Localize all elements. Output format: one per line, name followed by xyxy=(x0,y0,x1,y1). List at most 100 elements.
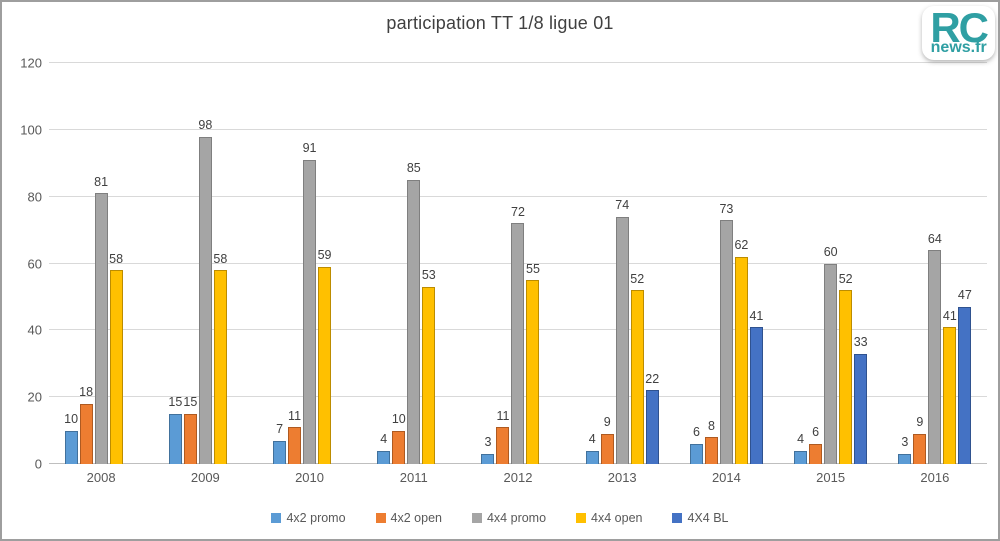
bar-value-label: 18 xyxy=(79,385,94,400)
rcnews-logo-news-text: news.fr xyxy=(930,38,987,56)
x-axis-label: 2010 xyxy=(295,470,324,485)
bar xyxy=(526,280,540,464)
bar xyxy=(79,403,93,464)
bar xyxy=(749,327,763,464)
y-tick-label: 100 xyxy=(20,122,42,138)
legend-swatch-icon xyxy=(375,513,386,523)
bar xyxy=(600,433,614,464)
bar xyxy=(824,263,838,464)
bar-value-label: 33 xyxy=(853,335,868,350)
bar-value-label: 11 xyxy=(288,408,302,423)
bar xyxy=(64,430,78,464)
bar xyxy=(288,427,302,464)
bar xyxy=(734,256,748,464)
bar-slot: 6 xyxy=(689,63,703,464)
bar-slot: 81 xyxy=(94,63,109,464)
bar xyxy=(704,437,718,464)
bar xyxy=(854,353,868,464)
bar-slot: 15 xyxy=(183,63,197,464)
gridline xyxy=(49,62,987,63)
bar-value-label: 7 xyxy=(276,422,284,437)
y-axis: 0 20 40 60 80 100 120 xyxy=(2,56,42,472)
bar xyxy=(943,327,957,464)
bar-value-label: 60 xyxy=(823,245,838,259)
bar-slot: 11 xyxy=(496,63,510,464)
bar-slot: 53 xyxy=(422,63,436,464)
bar-slot: 11 xyxy=(288,63,302,464)
gridline xyxy=(49,195,987,197)
legend-item: 4x2 promo xyxy=(271,511,346,525)
bar-slot: 91 xyxy=(302,63,317,464)
bar-value-label: 4 xyxy=(797,432,805,447)
bar xyxy=(913,433,927,464)
bar xyxy=(794,450,808,464)
legend-item: 4X4 BL xyxy=(672,511,729,525)
bar-group: 4 9 74 52 22 xyxy=(570,63,674,464)
bar-value-label: 62 xyxy=(734,238,749,253)
bar-slot: 10 xyxy=(64,63,78,464)
bar-slot: 18 xyxy=(79,63,94,464)
bar-slot: 9 xyxy=(600,63,614,464)
bar-value-label: 3 xyxy=(901,435,909,450)
bar-slot: 4 xyxy=(585,63,599,464)
bar-value-label: 64 xyxy=(927,231,942,246)
bar xyxy=(809,443,823,464)
bar-groups: 10 18 81 58 15 15 98 58 7 11 91 59 4 10 85 53 3 11 72 55 4 9 7… xyxy=(49,63,987,464)
bar-group: 6 8 73 62 41 xyxy=(674,63,778,464)
x-axis-label: 2015 xyxy=(816,470,846,485)
y-tick-label: 120 xyxy=(20,55,42,71)
bar-slot: 8 xyxy=(704,63,718,464)
bar-value-label: 72 xyxy=(511,204,525,219)
rcnews-logo-rc-text: RC xyxy=(930,4,989,51)
chart-title: participation TT 1/8 ligue 01 xyxy=(386,13,614,33)
bar-value-label: 73 xyxy=(719,201,734,216)
bar-value-label: 59 xyxy=(317,248,332,263)
legend: 4x2 promo 4x2 open 4x4 promo 4x4 open 4X4 BL xyxy=(2,511,998,525)
bar-value-label: 85 xyxy=(406,161,421,176)
gridline xyxy=(49,128,987,130)
bar-slot: 59 xyxy=(317,63,332,464)
x-axis: 2008 2009 2010 2011 2012 2013 2014 2015 2016 xyxy=(49,470,987,485)
bar xyxy=(198,136,212,464)
bar-group: 7 11 91 59 xyxy=(257,63,361,464)
bar xyxy=(645,390,659,464)
bar-slot: 55 xyxy=(526,63,540,464)
x-axis-label: 2012 xyxy=(503,470,533,485)
bar-value-label: 81 xyxy=(94,174,109,189)
bar-slot: 3 xyxy=(481,63,495,464)
bar-slot: 62 xyxy=(734,63,749,464)
bar-value-label: 91 xyxy=(302,141,317,156)
bar-slot: 4 xyxy=(794,63,808,464)
bar-slot: 58 xyxy=(109,63,123,464)
bar-value-label: 11 xyxy=(496,408,510,423)
bar-group: 3 11 72 55 xyxy=(466,63,570,464)
bar-value-label: 4 xyxy=(588,432,596,447)
bar-slot: 72 xyxy=(511,63,525,464)
bar-value-label: 74 xyxy=(615,198,630,213)
bar-slot: 41 xyxy=(749,63,763,464)
bar xyxy=(511,223,525,464)
bar xyxy=(481,453,495,464)
bar-value-label: 4 xyxy=(380,432,388,447)
bar-slot xyxy=(333,63,346,464)
legend-item: 4x4 open xyxy=(576,511,642,525)
y-tick-label: 0 xyxy=(34,456,42,472)
bar-group: 10 18 81 58 xyxy=(49,63,153,464)
bar-value-label: 10 xyxy=(391,412,406,427)
bar xyxy=(719,220,733,464)
legend-swatch-icon xyxy=(576,513,587,523)
y-tick-label: 60 xyxy=(27,256,42,271)
bar-slot: 4 xyxy=(377,63,391,464)
bar-slot xyxy=(229,63,242,464)
legend-swatch-icon xyxy=(471,513,482,523)
bar-value-label: 52 xyxy=(838,271,853,286)
bar xyxy=(318,266,332,464)
bar-value-label: 15 xyxy=(168,395,183,410)
bar-slot: 6 xyxy=(809,63,823,464)
bar-slot: 41 xyxy=(942,63,957,464)
bar xyxy=(183,413,197,464)
bar-value-label: 41 xyxy=(942,308,957,323)
bar-value-label: 22 xyxy=(645,371,660,386)
bar-slot: 15 xyxy=(168,63,183,464)
